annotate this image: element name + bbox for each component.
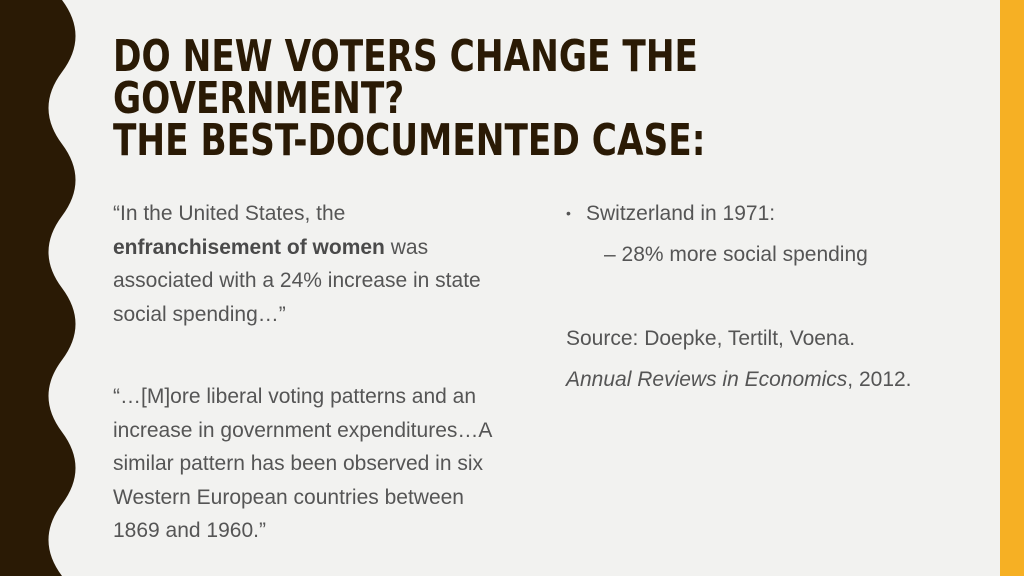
quote-us-enfranchisement: “In the United States, the enfranchiseme… <box>113 197 513 331</box>
journal-year: , 2012. <box>847 367 912 391</box>
bullet-text: Switzerland in 1971: <box>586 202 776 225</box>
quote1-part2: was associated with a 24% increase in st… <box>113 235 481 326</box>
wavy-left-band <box>0 0 76 576</box>
bullet-icon: • <box>566 205 571 221</box>
title-line-3: THE BEST-DOCUMENTED CASE: <box>113 115 706 166</box>
accent-bar <box>1000 0 1024 576</box>
source-journal-line: Annual Reviews in Economics, 2012. <box>566 363 986 397</box>
source-line: Source: Doepke, Tertilt, Voena. <box>566 327 856 350</box>
bullet-switzerland: • Switzerland in 1971: <box>566 197 986 231</box>
journal-name: Annual Reviews in Economics <box>566 367 848 391</box>
slide-title: DO NEW VOTERS CHANGE THE GOVERNMENT? THE… <box>113 31 706 166</box>
title-line-1: DO NEW VOTERS CHANGE THE <box>113 31 698 82</box>
title-line-2: GOVERNMENT? <box>113 73 405 124</box>
quote-western-europe: “…[M]ore liberal voting patterns and an … <box>113 385 492 542</box>
sub-bullet-spending: – 28% more social spending <box>604 242 868 266</box>
quote1-part1: “In the United States, the <box>113 202 346 225</box>
quote1-bold: enfranchisement of women <box>113 235 385 259</box>
right-column: • Switzerland in 1971: – 28% more social… <box>566 197 986 396</box>
